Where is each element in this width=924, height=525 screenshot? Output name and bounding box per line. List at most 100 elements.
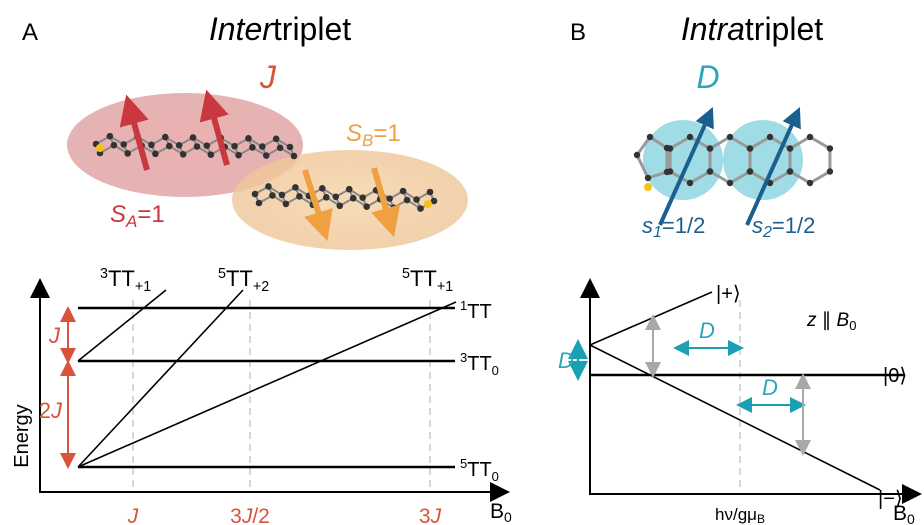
atom — [706, 145, 714, 152]
label-sub: 0 — [492, 469, 499, 484]
atom — [251, 190, 259, 198]
level-label: 5TT+1 — [402, 266, 453, 295]
atom — [399, 187, 407, 195]
axis-main: B — [893, 502, 907, 525]
atom — [319, 185, 326, 192]
panel-title: Intertriplet — [209, 11, 351, 47]
atom — [269, 192, 276, 199]
title-italic: Intra — [681, 11, 745, 47]
panel-title: Intratriplet — [681, 11, 823, 47]
atom — [276, 144, 284, 152]
label-main: TT — [108, 266, 135, 291]
atom — [826, 168, 834, 175]
atom — [290, 152, 298, 160]
label-main: TT — [410, 266, 437, 291]
molecule-b — [633, 133, 834, 191]
bond — [689, 170, 711, 185]
atom — [249, 144, 256, 151]
spin-symbol: S — [110, 201, 126, 228]
bond — [647, 170, 668, 180]
atom — [686, 133, 694, 141]
spin-value: =1 — [137, 201, 164, 228]
atom — [426, 188, 434, 196]
zeeman-line — [589, 291, 713, 346]
atom — [413, 196, 420, 203]
bond — [709, 135, 731, 150]
label-main: TT — [467, 459, 491, 481]
atom — [786, 145, 794, 152]
bond — [709, 170, 731, 185]
atom — [258, 143, 266, 150]
x-tick-label: J — [127, 505, 139, 525]
atom — [746, 168, 754, 175]
label-sub: +1 — [437, 279, 453, 295]
atom — [262, 152, 270, 159]
sulfur-atom — [644, 183, 652, 191]
bond — [789, 170, 811, 185]
spin-arrow — [745, 107, 801, 226]
bond — [809, 170, 831, 185]
bond — [635, 136, 652, 156]
atom — [345, 185, 353, 193]
level-label: 3TT0 — [460, 350, 499, 378]
tick-post: /2 — [252, 505, 270, 525]
atom — [786, 168, 794, 175]
atom — [826, 145, 834, 152]
bond — [769, 135, 791, 150]
label-sub: +2 — [253, 279, 269, 295]
atom — [806, 179, 814, 187]
spin-cloud — [643, 120, 723, 200]
spin-sub: A — [125, 212, 137, 231]
spin-a-label: SA=1 — [110, 201, 165, 231]
label-sup: 5 — [402, 266, 410, 282]
label-sup: 5 — [460, 456, 467, 471]
atom — [265, 183, 272, 190]
zeeman-line — [77, 289, 244, 468]
atom — [403, 196, 411, 204]
atom — [336, 202, 344, 210]
label-sup: 5 — [218, 266, 226, 282]
atom — [296, 193, 303, 200]
atom — [332, 193, 340, 201]
spin-arrow — [119, 94, 150, 171]
atom — [363, 203, 370, 210]
title-rest: triplet — [745, 11, 823, 47]
atom — [806, 133, 814, 141]
x-tick-label: hν/gμB — [715, 505, 765, 525]
y-axis-label: Energy — [11, 404, 33, 467]
sulfur-atom — [424, 200, 432, 208]
title-italic: Inter — [209, 11, 274, 47]
label-main: TT — [226, 266, 253, 291]
atom — [430, 197, 438, 205]
atom — [272, 135, 280, 143]
state-label: |−⟩ — [878, 488, 903, 510]
atom — [203, 142, 211, 150]
tick-var: J — [127, 505, 139, 525]
spin-sub: B — [362, 131, 373, 150]
gap-label: J — [48, 323, 61, 348]
bond — [809, 135, 831, 150]
spin-arrow — [302, 169, 333, 242]
gap-var: J — [50, 398, 63, 423]
atom — [286, 143, 294, 151]
atom — [255, 199, 263, 207]
atom — [663, 144, 671, 152]
spin-b-label: SB=1 — [346, 120, 401, 150]
splitting-label: D — [762, 375, 778, 400]
atom — [726, 133, 734, 141]
atom — [359, 194, 366, 201]
panel-letter: A — [22, 19, 38, 46]
tick-main: hν/gμ — [715, 505, 757, 524]
tick-sub: B — [757, 512, 765, 525]
atom — [644, 174, 652, 182]
spin-arrow — [199, 89, 230, 166]
spin-value: =1/2 — [772, 213, 815, 238]
label-sub: +1 — [135, 279, 151, 295]
atom — [124, 150, 132, 157]
label-main: TT — [467, 301, 491, 323]
axis-sub: 0 — [504, 509, 512, 525]
coupling-label: D — [696, 59, 719, 95]
gap-pre: 2 — [39, 398, 51, 423]
coupling-label: J — [259, 59, 277, 95]
